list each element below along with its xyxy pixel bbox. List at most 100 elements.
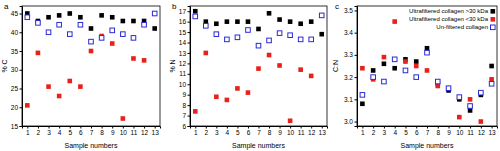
data-point: [360, 66, 365, 71]
y-tick-label: 45: [11, 10, 19, 17]
x-tick: 3: [215, 126, 219, 136]
data-point: [267, 11, 272, 16]
x-tick: 3: [383, 126, 387, 136]
data-point: [214, 94, 219, 99]
x-tick-label: 3: [215, 129, 219, 136]
data-point: [425, 50, 430, 55]
data-point: [99, 36, 104, 41]
y-tick: 35: [11, 48, 22, 55]
data-point: [489, 81, 494, 86]
data-point: [267, 53, 272, 58]
x-tick: 5: [236, 126, 240, 136]
y-tick-mark: [20, 89, 23, 90]
y-tick-label: 14: [179, 39, 187, 46]
data-point: [267, 38, 272, 43]
data-point: [110, 41, 115, 46]
data-point: [78, 15, 83, 20]
panel-letter: b: [172, 2, 177, 11]
x-tick-label: 9: [111, 129, 115, 136]
legend-label: Ultrafiltered collagen >30 kDa: [409, 8, 489, 14]
x-tick: 2: [372, 126, 376, 136]
y-tick: 30: [11, 66, 22, 73]
x-tick: 9: [111, 126, 115, 136]
data-point: [392, 57, 397, 62]
x-tick-label: 10: [456, 129, 464, 136]
x-tick-label: 11: [467, 129, 474, 136]
data-point: [298, 37, 303, 42]
x-tick-label: 1: [361, 129, 365, 136]
y-tick-mark: [20, 107, 23, 108]
data-point: [479, 119, 484, 124]
y-tick-mark: [188, 126, 191, 127]
x-tick-label: 3: [47, 129, 51, 136]
x-tick-label: 7: [257, 129, 261, 136]
data-point: [360, 93, 365, 98]
data-point: [89, 26, 94, 31]
data-point: [489, 77, 494, 82]
y-tick-mark: [188, 43, 191, 44]
data-point: [67, 11, 72, 16]
y-tick: 13: [179, 50, 190, 57]
y-tick-mark: [188, 63, 191, 64]
y-axis: 67891011121314151617: [179, 7, 191, 130]
y-tick-mark: [20, 32, 23, 33]
data-point: [142, 22, 147, 27]
x-tick: 5: [404, 126, 408, 136]
x-tick-label: 11: [131, 129, 138, 136]
data-point: [435, 84, 440, 89]
x-tick: 7: [257, 126, 261, 136]
y-tick: 3.2: [344, 74, 357, 81]
data-point: [225, 98, 230, 103]
x-tick-label: 11: [298, 129, 305, 136]
data-point: [225, 19, 230, 24]
data-point: [214, 21, 219, 26]
data-point: [99, 13, 104, 18]
y-tick-mark: [188, 22, 191, 23]
y-tick-label: 17: [179, 8, 187, 15]
y-tick-label: 3.2: [344, 74, 353, 81]
data-point: [204, 51, 209, 56]
panel-letter: c: [335, 2, 339, 11]
x-axis-title: Sample numbers: [65, 142, 118, 150]
data-point: [246, 90, 251, 95]
x-tick: 11: [298, 126, 305, 136]
data-point: [235, 35, 240, 40]
data-point: [425, 68, 430, 73]
y-tick: 3.5: [344, 7, 357, 14]
x-tick: 12: [141, 126, 149, 136]
y-tick: 3.3: [344, 51, 357, 58]
data-point: [392, 19, 397, 24]
x-tick: 8: [268, 126, 272, 136]
x-tick-label: 8: [268, 129, 272, 136]
x-tick: 9: [278, 126, 282, 136]
x-tick: 9: [447, 126, 451, 136]
data-point: [193, 14, 198, 19]
x-tick: 12: [308, 126, 316, 136]
y-tick: 40: [11, 29, 22, 36]
legend-marker: [491, 17, 496, 22]
y-tick-mark: [355, 10, 358, 11]
y-tick-mark: [188, 105, 191, 106]
plot-frame: [22, 6, 160, 126]
y-tick: 8: [182, 102, 190, 109]
y-tick: 3.0: [344, 118, 357, 125]
data-point: [57, 13, 62, 18]
y-tick-label: 30: [11, 66, 19, 73]
data-point: [46, 30, 51, 35]
x-tick: 2: [204, 126, 208, 136]
data-point: [46, 84, 51, 89]
data-point: [288, 118, 293, 123]
x-tick-label: 2: [204, 129, 208, 136]
data-point: [152, 11, 157, 16]
y-axis-line: [355, 7, 358, 127]
data-point: [121, 116, 126, 121]
x-tick-label: 5: [404, 129, 408, 136]
x-tick: 1: [194, 126, 198, 136]
y-tick-label: 7: [182, 112, 186, 119]
marks: [193, 9, 324, 123]
data-point: [446, 86, 451, 91]
x-tick: 3: [47, 126, 51, 136]
x-tick-label: 7: [90, 129, 94, 136]
data-point: [468, 108, 473, 113]
data-point: [193, 109, 198, 114]
